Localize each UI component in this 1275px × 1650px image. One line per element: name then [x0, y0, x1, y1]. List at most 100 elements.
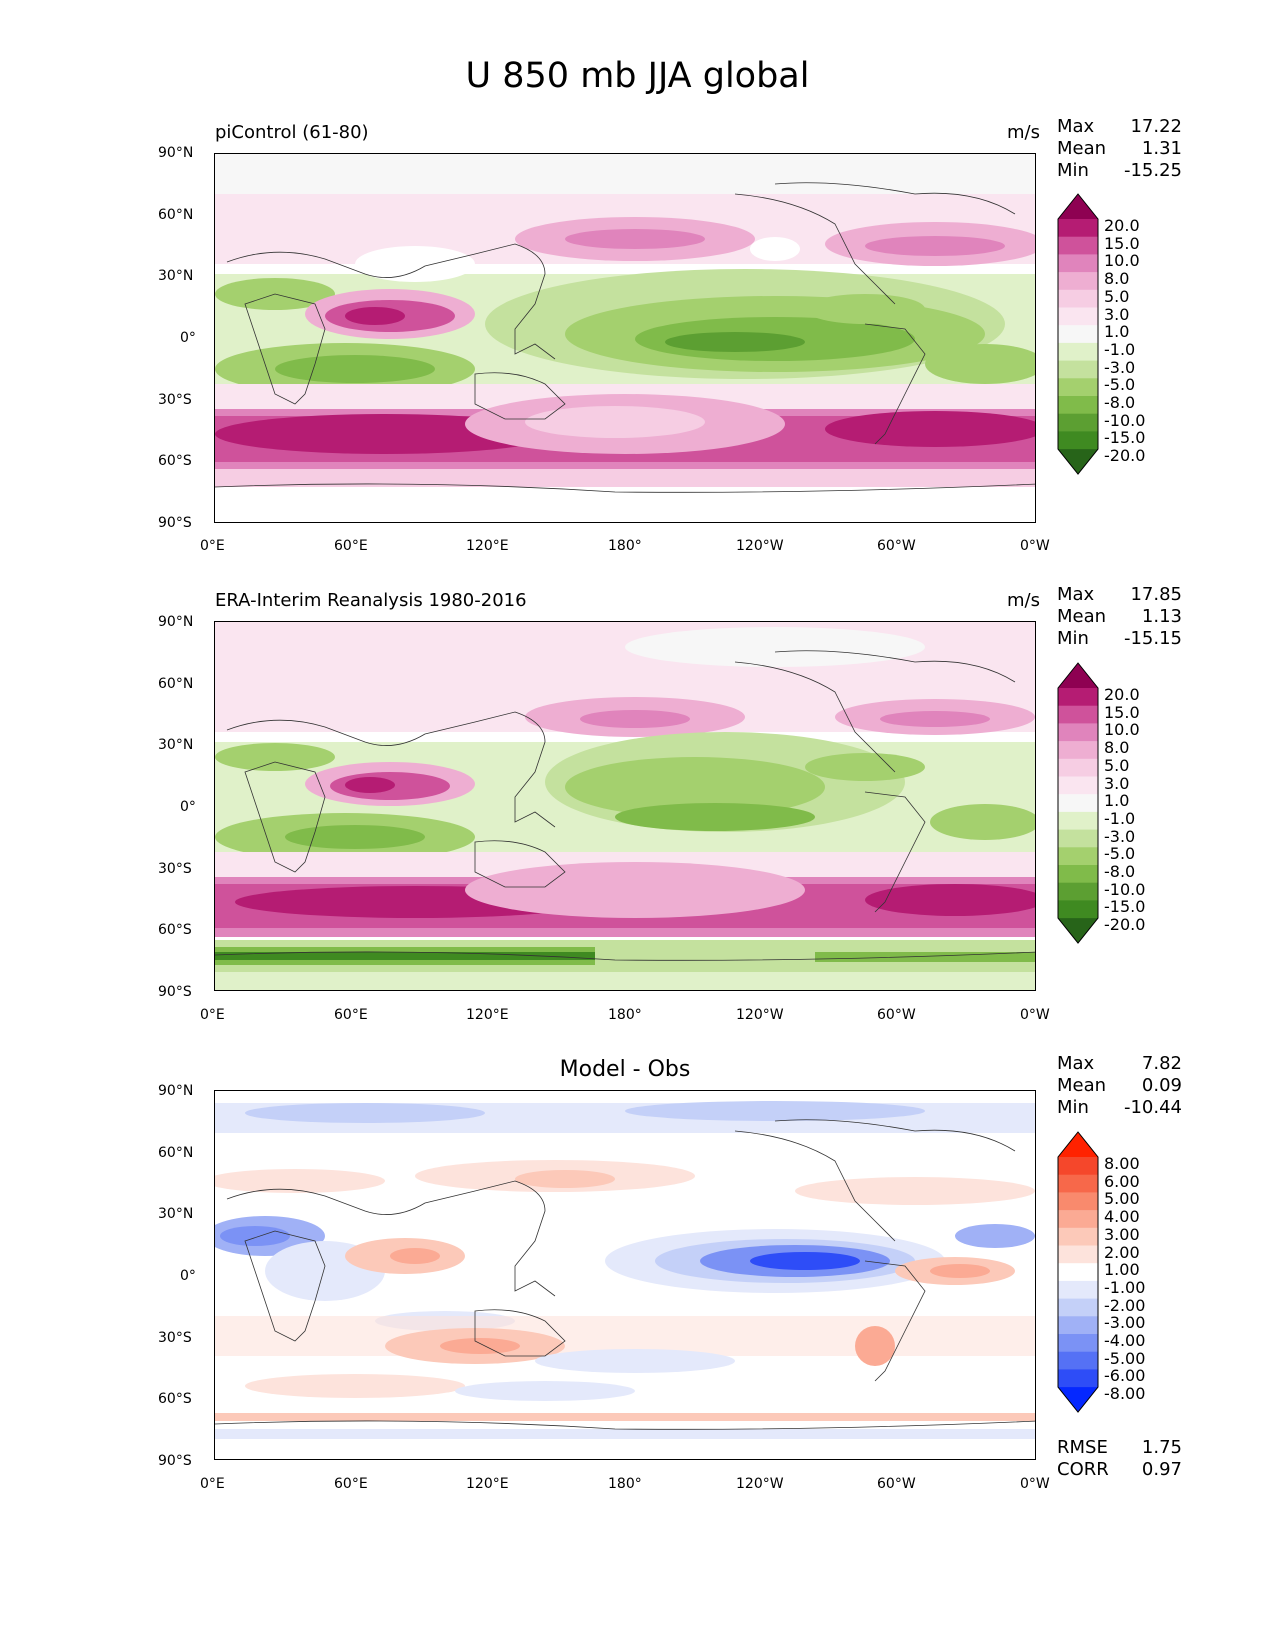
colorbar-segment [1058, 1192, 1098, 1211]
panel-3-min-value: -10.44 [1123, 1097, 1182, 1118]
panel-3-min-label: Min [1057, 1097, 1089, 1118]
colorbar-label: -20.0 [1104, 915, 1146, 935]
colorbar-label: 5.00 [1104, 1189, 1140, 1209]
colorbar-label: 5.0 [1104, 286, 1130, 306]
colorbar-label: -2.00 [1104, 1295, 1146, 1315]
panel-3-rmse-label: RMSE [1057, 1437, 1108, 1458]
colorbar-label: 3.00 [1104, 1224, 1140, 1244]
panel-2-xtick: 120°W [736, 1007, 784, 1023]
colorbar-extend-min [1058, 449, 1098, 475]
panel-1-xtick: 120°E [466, 538, 509, 554]
colorbar-segment [1058, 705, 1098, 724]
colorbar-label: -5.00 [1104, 1348, 1146, 1368]
panel-3-mean-value: 0.09 [1141, 1075, 1182, 1096]
panel-2-ytick: 90°N [158, 614, 194, 630]
colorbar-segment [1058, 1316, 1098, 1335]
colorbar-segment [1058, 1280, 1098, 1300]
colorbar-label: 10.0 [1104, 720, 1140, 740]
colorbar-segment [1058, 431, 1098, 450]
panel-2-title: ERA-Interim Reanalysis 1980-2016 [215, 590, 527, 611]
panel-3-xtick: 0°E [200, 1476, 225, 1492]
colorbar-segment [1058, 847, 1098, 866]
colorbar-label: 3.0 [1104, 304, 1130, 324]
colorbar-label: 4.00 [1104, 1207, 1140, 1227]
colorbar-label: -8.0 [1104, 862, 1136, 882]
panel-1-units: m/s [1007, 122, 1040, 143]
panel-1-xtick: 0°E [200, 538, 225, 554]
colorbar-segment [1058, 882, 1098, 901]
panel-3-ytick: 90°N [158, 1083, 194, 1099]
panel-3-ytick: 60°N [158, 1145, 194, 1161]
colorbar-segment [1058, 325, 1098, 344]
panel-1-xtick: 0°W [1020, 538, 1050, 554]
colorbar-segment [1058, 865, 1098, 884]
panel-2-min-label: Min [1057, 628, 1089, 649]
panel-3-mean-label: Mean [1057, 1075, 1107, 1096]
panel-1-mean-label: Mean [1057, 138, 1107, 159]
colorbar-segment [1058, 811, 1098, 831]
panel-2-map [214, 621, 1036, 991]
panel-1-xtick: 60°E [334, 538, 368, 554]
colorbar-label: -1.00 [1104, 1277, 1146, 1297]
panel-1-xtick: 180° [608, 538, 642, 554]
panel-3-xtick: 120°E [466, 1476, 509, 1492]
colorbar-extend-min [1058, 1387, 1098, 1413]
colorbar-extend-max [1058, 1132, 1098, 1157]
colorbar-label: 6.00 [1104, 1171, 1140, 1191]
panel-2-ytick: 30°S [158, 861, 192, 877]
colorbar-segment [1058, 378, 1098, 397]
panel-3-xtick: 60°W [877, 1476, 916, 1492]
panel-1-max-value: 17.22 [1130, 116, 1182, 137]
colorbar-segment [1058, 236, 1098, 255]
chart-title: U 850 mb JJA global [465, 56, 810, 96]
colorbar-segment [1058, 1245, 1098, 1264]
panel-2-max-value: 17.85 [1130, 584, 1182, 605]
colorbar-segment [1058, 360, 1098, 379]
panel-2-mean-label: Mean [1057, 606, 1107, 627]
panel-3-map [214, 1090, 1036, 1460]
panel-2-xtick: 120°E [466, 1007, 509, 1023]
panel-2-ytick: 60°S [158, 922, 192, 938]
colorbar-extend-max [1058, 194, 1098, 219]
panel-1-ytick: 90°S [158, 515, 192, 531]
colorbar-label: -6.00 [1104, 1366, 1146, 1386]
colorbar-label: 8.0 [1104, 738, 1130, 758]
panel-2-xtick: 0°E [200, 1007, 225, 1023]
colorbar-segment [1058, 900, 1098, 919]
colorbar-segment [1058, 794, 1098, 813]
panel-2-max-label: Max [1057, 584, 1095, 605]
panel-3-colorbar [1057, 1131, 1099, 1413]
panel-1-colorbar-labels: 20.0 15.0 10.0 8.0 5.0 3.0 1.0 -1.0 -3.0… [1104, 217, 1145, 465]
panel-3-ytick: 90°S [158, 1453, 192, 1469]
colorbar-label: 8.0 [1104, 269, 1130, 289]
colorbar-label: -5.0 [1104, 844, 1136, 864]
colorbar-segment [1058, 1334, 1098, 1353]
panel-2-xtick: 0°W [1020, 1007, 1050, 1023]
panel-1-ytick: 60°S [158, 453, 192, 469]
panel-3-rmse-value: 1.75 [1141, 1437, 1182, 1458]
colorbar-segment [1058, 219, 1098, 238]
panel-1-mean-value: 1.31 [1141, 138, 1182, 159]
colorbar-label: 10.0 [1104, 251, 1140, 271]
colorbar-label: -8.00 [1104, 1384, 1146, 1404]
panel-3-max-value: 7.82 [1141, 1053, 1182, 1074]
panel-1-ytick: 30°N [158, 268, 194, 284]
colorbar-extend-max [1058, 663, 1098, 688]
colorbar-segment [1058, 758, 1098, 777]
panel-2-min-value: -15.15 [1123, 628, 1182, 649]
colorbar-label: 15.0 [1104, 702, 1140, 722]
colorbar-label: -3.0 [1104, 826, 1136, 846]
colorbar-segment [1058, 829, 1098, 848]
colorbar-segment [1058, 1227, 1098, 1246]
colorbar-segment [1058, 1157, 1098, 1176]
colorbar-label: 5.0 [1104, 755, 1130, 775]
colorbar-segment [1058, 342, 1098, 362]
panel-1-xtick: 60°W [877, 538, 916, 554]
panel-1-title: piControl (61-80) [215, 122, 369, 143]
panel-2-ytick: 0° [180, 799, 196, 815]
colorbar-label: 15.0 [1104, 233, 1140, 253]
panel-1-ytick: 90°N [158, 145, 194, 161]
colorbar-segment [1058, 1263, 1098, 1282]
colorbar-label: 20.0 [1104, 216, 1140, 235]
colorbar-segment [1058, 1298, 1098, 1317]
